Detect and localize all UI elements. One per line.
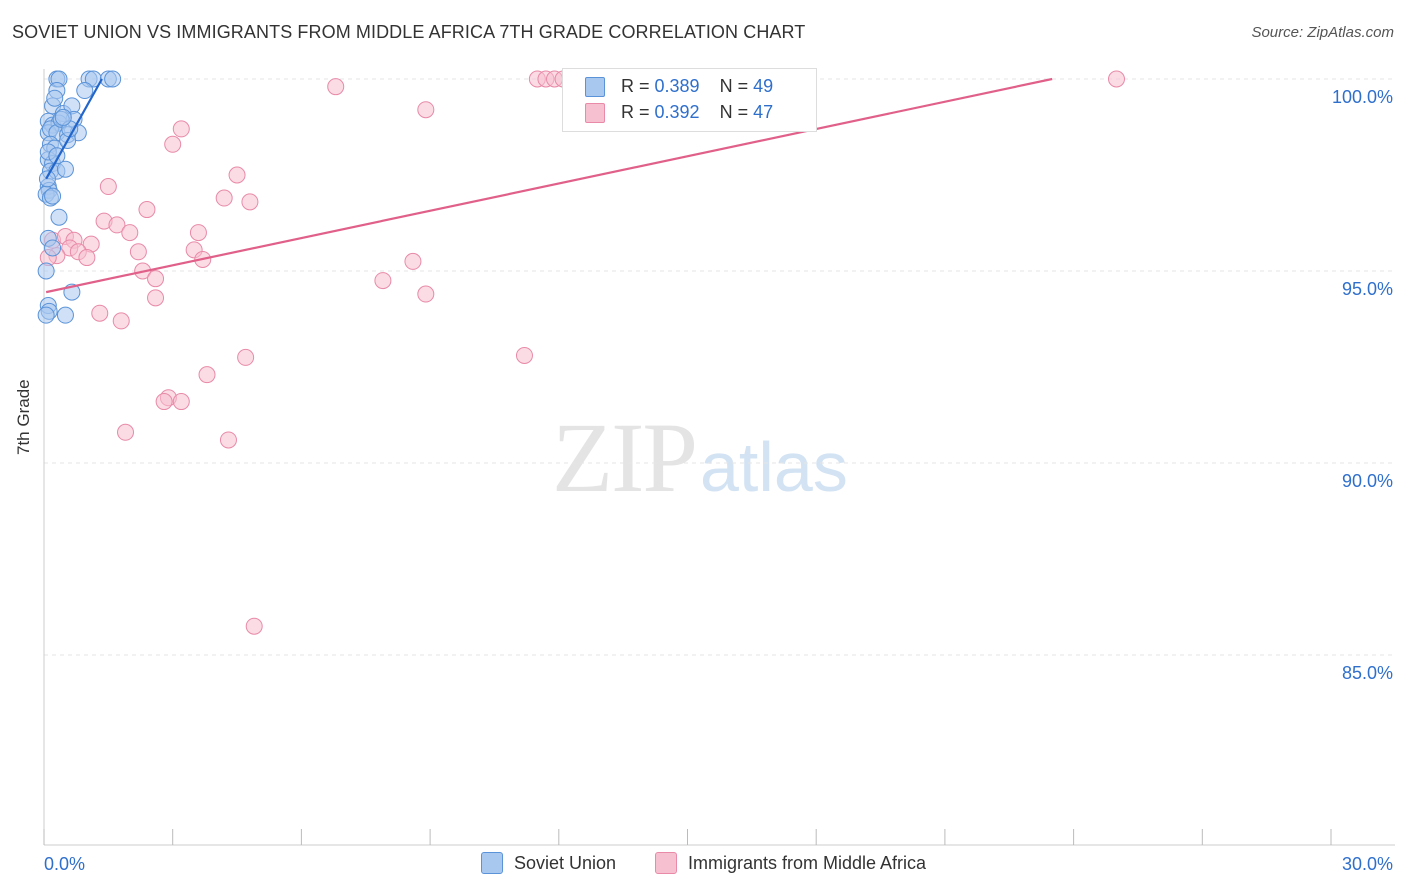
n-label: N =	[719, 102, 754, 122]
n-label: N =	[719, 76, 754, 96]
data-point-soviet-union	[56, 306, 74, 324]
data-point-immigrants	[112, 312, 130, 330]
watermark-atlas: atlas	[700, 428, 848, 506]
trendline-immigrants	[45, 77, 1053, 294]
data-point-soviet-union	[38, 170, 56, 188]
data-point-soviet-union	[44, 187, 62, 205]
series-soviet-union-points	[37, 70, 122, 324]
immigrants-swatch	[585, 103, 605, 123]
y-tick-label: 90.0%	[1342, 471, 1393, 491]
data-point-immigrants	[108, 216, 126, 234]
data-point-immigrants	[1108, 70, 1125, 88]
data-point-immigrants	[241, 193, 259, 211]
n-value: 47	[753, 102, 774, 122]
source-credit: Source: ZipAtlas.com	[1251, 24, 1394, 41]
data-point-immigrants	[245, 617, 263, 635]
data-point-soviet-union	[37, 306, 55, 324]
data-point-immigrants	[117, 423, 135, 441]
data-point-soviet-union	[46, 89, 64, 107]
data-point-soviet-union	[50, 208, 68, 226]
y-tick-label: 95.0%	[1342, 279, 1393, 299]
data-point-immigrants	[515, 346, 533, 364]
legend-swatch-immigrants	[655, 852, 677, 874]
data-point-immigrants	[99, 178, 117, 196]
axes	[43, 69, 1395, 846]
trendline-soviet-union	[45, 78, 103, 180]
legend-item-soviet-union[interactable]: Soviet Union	[481, 852, 616, 874]
gridlines	[44, 78, 1395, 656]
soviet-union-swatch	[585, 77, 605, 97]
y-tick-label: 100.0%	[1332, 87, 1393, 107]
legend-label: Soviet Union	[514, 852, 617, 873]
series-immigrants-middle-africa-points	[39, 70, 1125, 635]
chart-title: SOVIET UNION VS IMMIGRANTS FROM MIDDLE A…	[12, 22, 806, 42]
legend-label: Immigrants from Middle Africa	[688, 852, 927, 873]
y-axis-label: 7th Grade	[14, 379, 33, 455]
y-tick-label: 85.0%	[1342, 663, 1393, 683]
data-point-immigrants	[78, 249, 96, 267]
data-point-immigrants	[155, 393, 173, 411]
data-point-immigrants	[164, 135, 182, 153]
x-tick-label: 30.0%	[1342, 854, 1393, 874]
data-point-soviet-union	[37, 262, 55, 280]
data-point-soviet-union	[56, 160, 74, 178]
data-point-immigrants	[91, 304, 109, 322]
data-point-soviet-union	[104, 70, 122, 88]
data-point-immigrants	[147, 270, 165, 288]
data-point-soviet-union	[76, 82, 94, 100]
x-tick-label: 0.0%	[44, 854, 85, 874]
data-point-immigrants	[215, 189, 233, 207]
data-point-soviet-union	[54, 108, 72, 126]
data-point-immigrants	[147, 289, 165, 307]
data-point-immigrants	[327, 78, 345, 96]
data-point-immigrants	[404, 252, 422, 270]
data-point-immigrants	[189, 224, 207, 242]
r-label: R =	[621, 102, 655, 122]
data-point-immigrants	[198, 366, 216, 384]
data-point-soviet-union	[44, 239, 62, 257]
tick-labels: 100.0% 95.0% 90.0% 85.0% 0.0% 30.0%	[44, 87, 1393, 874]
data-point-immigrants	[237, 348, 255, 366]
data-point-immigrants	[219, 431, 237, 449]
watermark-zip: ZIP	[552, 402, 698, 513]
watermark: ZIPatlas	[552, 400, 848, 515]
legend-swatch-soviet-union	[481, 852, 503, 874]
data-point-immigrants	[138, 201, 156, 219]
data-point-immigrants	[172, 120, 190, 138]
data-point-immigrants	[417, 285, 435, 303]
n-value: 49	[753, 76, 774, 96]
bottom-legend: Soviet Union Immigrants from Middle Afri…	[0, 850, 1406, 880]
r-label: R =	[621, 76, 655, 96]
data-point-immigrants	[121, 224, 139, 242]
data-point-immigrants	[228, 166, 246, 184]
r-value: 0.392	[654, 102, 700, 122]
data-point-immigrants	[417, 101, 435, 119]
legend-item-immigrants[interactable]: Immigrants from Middle Africa	[655, 852, 926, 874]
trendlines	[45, 77, 1053, 294]
stats-legend: R = 0.389 N = 49 R = 0.392 N = 47	[562, 68, 817, 132]
data-point-immigrants	[129, 243, 147, 261]
data-point-immigrants	[374, 272, 392, 290]
r-value: 0.389	[654, 76, 700, 96]
data-point-immigrants	[172, 393, 190, 411]
